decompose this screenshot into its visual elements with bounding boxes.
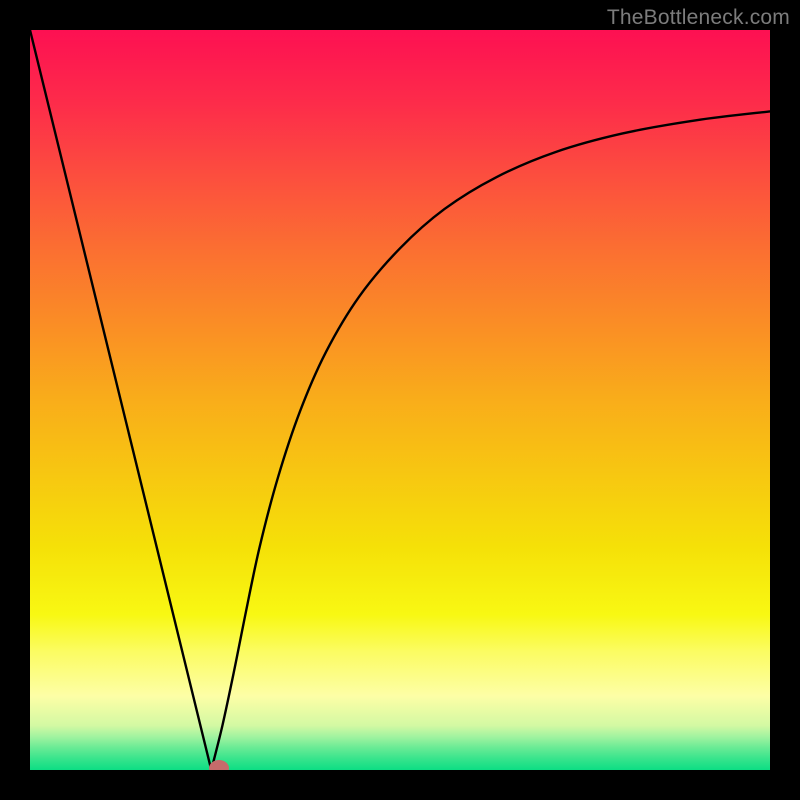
bottleneck-curve	[30, 30, 770, 770]
watermark-label: TheBottleneck.com	[607, 6, 790, 30]
plot-area	[30, 30, 770, 770]
chart-frame: TheBottleneck.com	[0, 0, 800, 800]
minimum-marker	[209, 760, 229, 770]
